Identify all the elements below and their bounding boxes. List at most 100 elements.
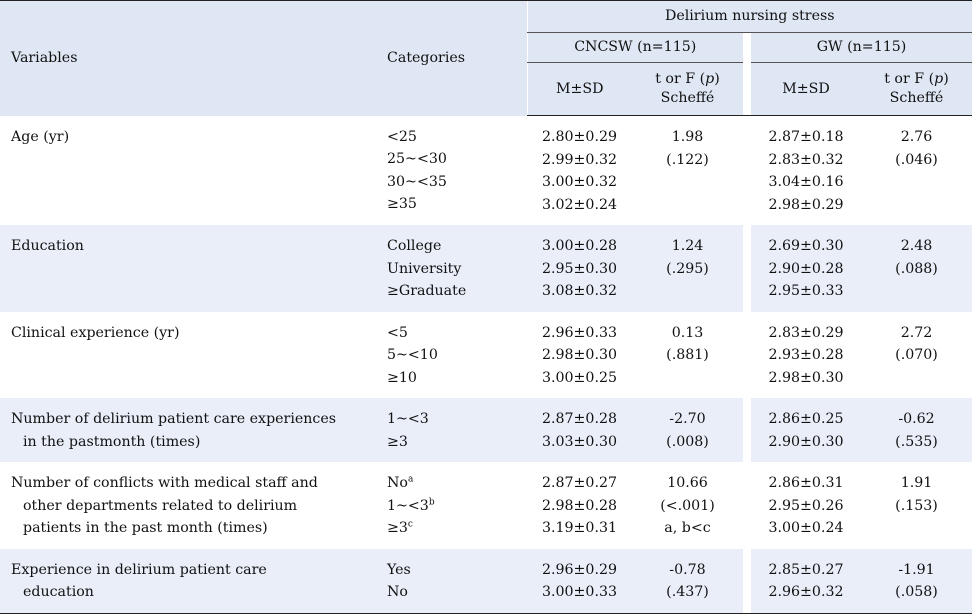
gw-msd-cell-line: 2.96±0.32 [768, 584, 844, 600]
gw-test-cell-line: 2.76 [900, 129, 933, 145]
cncsw-test-cell: 1.24 (.295) [632, 225, 743, 312]
gw-test-cell: -1.91 (.058) [861, 548, 973, 614]
header-categories: Categories [375, 0, 527, 116]
gw-msd-cell-line: 2.95±0.33 [768, 283, 844, 299]
cncsw-msd-cell-line: 2.87±0.27 [541, 475, 618, 491]
gw-msd-cell-line: 2.87±0.18 [768, 129, 844, 145]
variable-cell-line: education [23, 584, 94, 600]
cncsw-msd-cell: 2.87±0.28 3.03±0.30 [527, 398, 632, 462]
category-cell: Noa 1~<3b ≥3c [375, 462, 527, 549]
category-superscript: b [428, 496, 435, 507]
variable-cell-line: other departments related to delirium [23, 497, 298, 514]
category-cell-line: ≥3c [387, 519, 413, 536]
gw-msd-cell-line: 2.83±0.29 [768, 324, 844, 341]
gw-test-cell-line: -1.91 [898, 561, 935, 578]
variable-cell-line: Clinical experience (yr) [11, 324, 180, 341]
cncsw-test-cell: 0.13 (.881) [632, 312, 743, 399]
gw-msd-cell-line: 2.69±0.30 [768, 238, 844, 254]
gw-test-cell-line: -0.62 [898, 411, 935, 427]
category-cell-line: 1~<3 [387, 411, 429, 427]
variable-cell: Clinical experience (yr) [0, 312, 375, 399]
category-cell-line: College [387, 238, 442, 254]
table-header: Variables Categories Delirium nursing st… [0, 0, 973, 116]
gw-test-cell-line: 2.72 [900, 324, 933, 341]
column-gap [743, 311, 751, 398]
cncsw-test-cell-line: -0.78 [669, 561, 706, 578]
cncsw-test-cell: -0.78 (.437) [632, 548, 743, 614]
gw-test-cell: 2.48 (.088) [861, 225, 973, 312]
category-cell-line: ≥Graduate [387, 283, 467, 299]
gw-msd-cell-line: 3.00±0.24 [768, 520, 844, 536]
gw-test-cell: 1.91 (.153) [861, 462, 972, 549]
header-group-cncsw: CNCSW (n=115) [526, 32, 743, 63]
gw-msd-cell-line: 2.90±0.30 [768, 433, 844, 450]
gw-msd-cell: 2.87±0.18 2.83±0.32 3.04±0.16 2.98±0.29 [751, 116, 861, 226]
header-test-cncsw: t or F (p) Scheffé [632, 62, 743, 116]
category-cell-line: 5~<10 [387, 347, 438, 363]
category-cell: <25 25~<30 30~<35 ≥35 [375, 116, 527, 226]
category-superscript: a [407, 474, 414, 485]
category-cell-line: ≥3 [387, 433, 408, 450]
gw-msd-cell-line: 2.95±0.26 [768, 497, 844, 514]
cncsw-msd-cell-line: 2.80±0.29 [541, 129, 618, 145]
gw-test-cell-line: (.535) [895, 433, 938, 450]
category-cell-line: 1~<3b [387, 496, 435, 514]
cncsw-test-cell-line: (.437) [666, 584, 709, 600]
variable-cell: Age (yr) [0, 116, 375, 226]
gw-test-cell-line: (.058) [895, 584, 938, 600]
gw-msd-cell-line: 2.86±0.25 [768, 411, 844, 427]
gw-msd-cell-line: 2.86±0.31 [768, 475, 844, 491]
header-msd-cncsw: M±SD [526, 62, 632, 116]
cncsw-test-cell: 10.66 (<.001) a, b<c [632, 462, 743, 549]
cncsw-msd-cell: 2.96±0.33 2.98±0.30 3.00±0.25 [527, 312, 632, 399]
header-gap [743, 62, 751, 116]
cncsw-msd-cell-line: 3.19±0.31 [541, 520, 618, 536]
gw-msd-cell: 2.69±0.30 2.90±0.28 2.95±0.33 [751, 225, 861, 312]
variable-cell: Experience in delirium patient care educa… [0, 548, 375, 614]
gw-msd-cell-line: 2.85±0.27 [768, 561, 844, 578]
table-row: Clinical experience (yr) <5 5~<10 ≥10 2.96±0… [0, 311, 972, 399]
gw-test-cell: 2.76 (.046) [861, 116, 972, 226]
cncsw-msd-cell: 2.96±0.29 3.00±0.33 [527, 548, 632, 614]
column-gap [743, 115, 751, 225]
category-superscript: c [407, 519, 413, 530]
cncsw-msd-cell: 3.00±0.28 2.95±0.30 3.08±0.32 [527, 225, 632, 312]
cncsw-test-cell-line: (.122) [666, 151, 709, 168]
table-row: Number of conflicts with medical staff a… [0, 462, 972, 549]
category-cell-line: ≥10 [387, 369, 417, 386]
category-cell-line: 30~<35 [387, 173, 447, 190]
gw-test-cell-line: 2.48 [900, 238, 933, 254]
header-variables: Variables [0, 0, 375, 116]
gw-test-cell: 2.72 (.070) [861, 312, 972, 399]
cncsw-test-cell-line: 1.98 [671, 129, 704, 145]
gw-test-cell-line: (.070) [895, 347, 938, 363]
gw-test-cell-line: (.153) [895, 497, 938, 514]
cncsw-msd-cell: 2.87±0.27 2.98±0.28 3.19±0.31 [527, 462, 632, 549]
category-cell-line: No [387, 584, 408, 600]
cncsw-test-cell-line: a, b<c [664, 520, 711, 536]
variable-cell: Number of delirium patient care experien… [0, 398, 375, 462]
variable-cell-line: patients in the past month (times) [23, 520, 268, 536]
column-gap [743, 548, 751, 614]
cncsw-msd-cell-line: 3.00±0.33 [541, 584, 618, 600]
category-cell: College University ≥Graduate [375, 225, 527, 312]
cncsw-test-cell-line: 0.13 [671, 324, 704, 341]
variable-cell: Number of conflicts with medical staff a… [0, 462, 375, 549]
variable-cell-line: Education [11, 238, 84, 254]
cncsw-test-cell: -2.70 (.008) [632, 398, 743, 462]
header-group-title: Delirium nursing stress [526, 0, 973, 33]
gw-test-cell-line: (.046) [895, 151, 938, 168]
category-cell-line: Yes [387, 561, 411, 578]
cncsw-test-cell-line: (.295) [666, 260, 709, 277]
gw-test-cell-line: (.088) [895, 260, 938, 277]
variable-cell-line: in the pastmonth (times) [23, 433, 201, 450]
cncsw-msd-cell-line: 2.99±0.32 [541, 151, 618, 168]
category-cell-line: University [387, 260, 462, 277]
category-cell: 1~<3 ≥3 [375, 398, 527, 462]
header-gap [743, 32, 751, 63]
gw-msd-cell-line: 2.90±0.28 [768, 260, 844, 277]
variable-cell-line: Experience in delirium patient care [11, 561, 267, 578]
gw-test-cell: -0.62 (.535) [861, 398, 973, 462]
cncsw-msd-cell-line: 2.96±0.33 [541, 324, 618, 341]
category-cell: Yes No [375, 548, 527, 614]
